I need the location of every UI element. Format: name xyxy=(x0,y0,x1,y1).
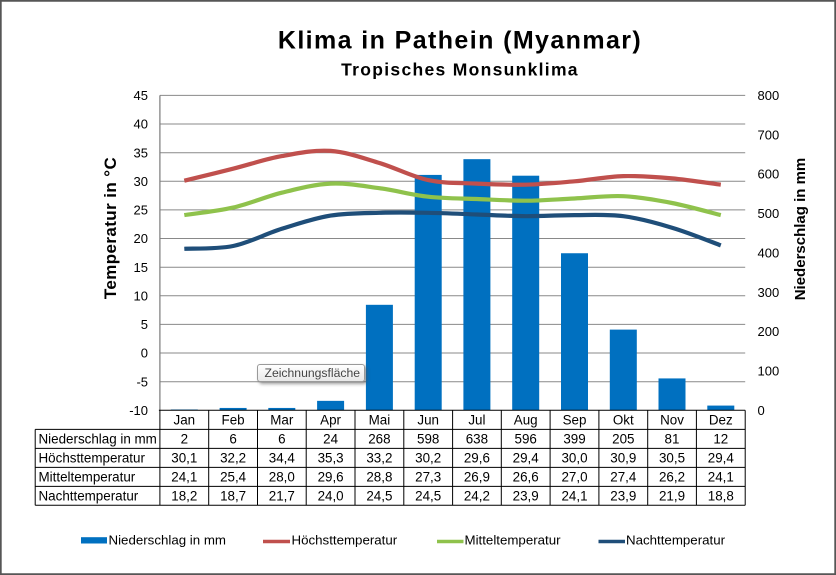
svg-text:200: 200 xyxy=(758,324,780,339)
svg-text:24,5: 24,5 xyxy=(415,489,441,504)
svg-text:24,0: 24,0 xyxy=(318,489,344,504)
svg-text:596: 596 xyxy=(515,432,537,447)
svg-text:Mai: Mai xyxy=(369,413,391,428)
svg-text:0: 0 xyxy=(758,403,765,418)
svg-text:81: 81 xyxy=(665,432,680,447)
svg-text:500: 500 xyxy=(758,206,780,221)
svg-text:400: 400 xyxy=(758,245,780,260)
svg-text:Mitteltemperatur: Mitteltemperatur xyxy=(465,533,562,548)
svg-text:100: 100 xyxy=(758,364,780,379)
svg-text:Dez: Dez xyxy=(709,413,733,428)
svg-text:21,7: 21,7 xyxy=(269,489,295,504)
svg-text:30,1: 30,1 xyxy=(171,451,197,466)
svg-text:Nov: Nov xyxy=(660,413,684,428)
svg-text:205: 205 xyxy=(612,432,634,447)
svg-text:29,6: 29,6 xyxy=(318,470,344,485)
svg-text:29,6: 29,6 xyxy=(464,451,490,466)
svg-text:45: 45 xyxy=(134,88,148,103)
svg-text:12: 12 xyxy=(713,432,728,447)
svg-text:30: 30 xyxy=(134,174,148,189)
svg-text:20: 20 xyxy=(134,231,148,246)
svg-text:800: 800 xyxy=(758,88,780,103)
svg-text:-5: -5 xyxy=(136,374,148,389)
svg-text:26,9: 26,9 xyxy=(464,470,490,485)
svg-text:598: 598 xyxy=(417,432,439,447)
svg-text:Höchsttemperatur: Höchsttemperatur xyxy=(39,451,146,466)
svg-text:Jul: Jul xyxy=(468,413,485,428)
svg-text:35,3: 35,3 xyxy=(318,451,344,466)
svg-text:24,1: 24,1 xyxy=(171,470,197,485)
svg-text:30,5: 30,5 xyxy=(659,451,685,466)
svg-text:25,4: 25,4 xyxy=(220,470,247,485)
svg-text:23,9: 23,9 xyxy=(610,489,636,504)
svg-text:18,7: 18,7 xyxy=(220,489,246,504)
svg-text:Niederschlag in mm: Niederschlag in mm xyxy=(792,158,809,301)
svg-text:24,2: 24,2 xyxy=(464,489,490,504)
svg-text:29,4: 29,4 xyxy=(513,451,540,466)
svg-text:Aug: Aug xyxy=(514,413,538,428)
svg-text:26,2: 26,2 xyxy=(659,470,685,485)
svg-text:27,4: 27,4 xyxy=(610,470,637,485)
svg-text:27,0: 27,0 xyxy=(561,470,587,485)
svg-text:Höchsttemperatur: Höchsttemperatur xyxy=(292,533,398,548)
svg-text:24,1: 24,1 xyxy=(561,489,587,504)
svg-text:28,8: 28,8 xyxy=(366,470,392,485)
svg-text:Jun: Jun xyxy=(417,413,439,428)
svg-text:-10: -10 xyxy=(129,403,148,418)
svg-text:24,1: 24,1 xyxy=(708,470,734,485)
svg-text:24: 24 xyxy=(323,432,338,447)
svg-text:Okt: Okt xyxy=(613,413,634,428)
svg-text:Mar: Mar xyxy=(270,413,294,428)
svg-text:33,2: 33,2 xyxy=(366,451,392,466)
svg-text:35: 35 xyxy=(134,145,148,160)
svg-text:Temperatur in °C: Temperatur in °C xyxy=(101,157,120,299)
svg-text:23,9: 23,9 xyxy=(513,489,539,504)
svg-text:18,2: 18,2 xyxy=(171,489,197,504)
svg-text:Sep: Sep xyxy=(563,413,587,428)
svg-text:638: 638 xyxy=(466,432,488,447)
svg-text:0: 0 xyxy=(141,346,148,361)
svg-text:30,0: 30,0 xyxy=(561,451,587,466)
svg-text:268: 268 xyxy=(368,432,390,447)
svg-text:399: 399 xyxy=(563,432,585,447)
svg-text:Jan: Jan xyxy=(174,413,196,428)
svg-text:2: 2 xyxy=(181,432,188,447)
svg-text:29,4: 29,4 xyxy=(708,451,735,466)
svg-text:15: 15 xyxy=(134,260,148,275)
svg-text:Niederschlag in mm: Niederschlag in mm xyxy=(39,432,157,447)
svg-text:Nachttemperatur: Nachttemperatur xyxy=(626,533,726,548)
svg-text:Tropisches Monsunklima: Tropisches Monsunklima xyxy=(341,60,579,80)
svg-text:Feb: Feb xyxy=(222,413,245,428)
svg-text:5: 5 xyxy=(141,317,148,332)
svg-text:Niederschlag in mm: Niederschlag in mm xyxy=(109,533,227,548)
svg-text:21,9: 21,9 xyxy=(659,489,685,504)
svg-text:30,9: 30,9 xyxy=(610,451,636,466)
svg-text:600: 600 xyxy=(758,167,780,182)
svg-text:6: 6 xyxy=(229,432,236,447)
svg-text:Nachttemperatur: Nachttemperatur xyxy=(39,489,139,504)
svg-text:40: 40 xyxy=(134,117,148,132)
svg-text:24,5: 24,5 xyxy=(366,489,392,504)
svg-text:300: 300 xyxy=(758,285,780,300)
svg-text:28,0: 28,0 xyxy=(269,470,295,485)
svg-text:700: 700 xyxy=(758,127,780,142)
svg-text:Apr: Apr xyxy=(320,413,341,428)
svg-text:30,2: 30,2 xyxy=(415,451,441,466)
svg-text:27,3: 27,3 xyxy=(415,470,441,485)
svg-text:32,2: 32,2 xyxy=(220,451,246,466)
svg-text:26,6: 26,6 xyxy=(513,470,539,485)
svg-text:Klima in Pathein (Myanmar): Klima in Pathein (Myanmar) xyxy=(278,27,642,55)
svg-text:25: 25 xyxy=(134,203,148,218)
svg-text:18,8: 18,8 xyxy=(708,489,734,504)
svg-text:6: 6 xyxy=(278,432,285,447)
svg-text:34,4: 34,4 xyxy=(269,451,296,466)
svg-text:Mitteltemperatur: Mitteltemperatur xyxy=(39,470,136,485)
svg-text:10: 10 xyxy=(134,288,148,303)
